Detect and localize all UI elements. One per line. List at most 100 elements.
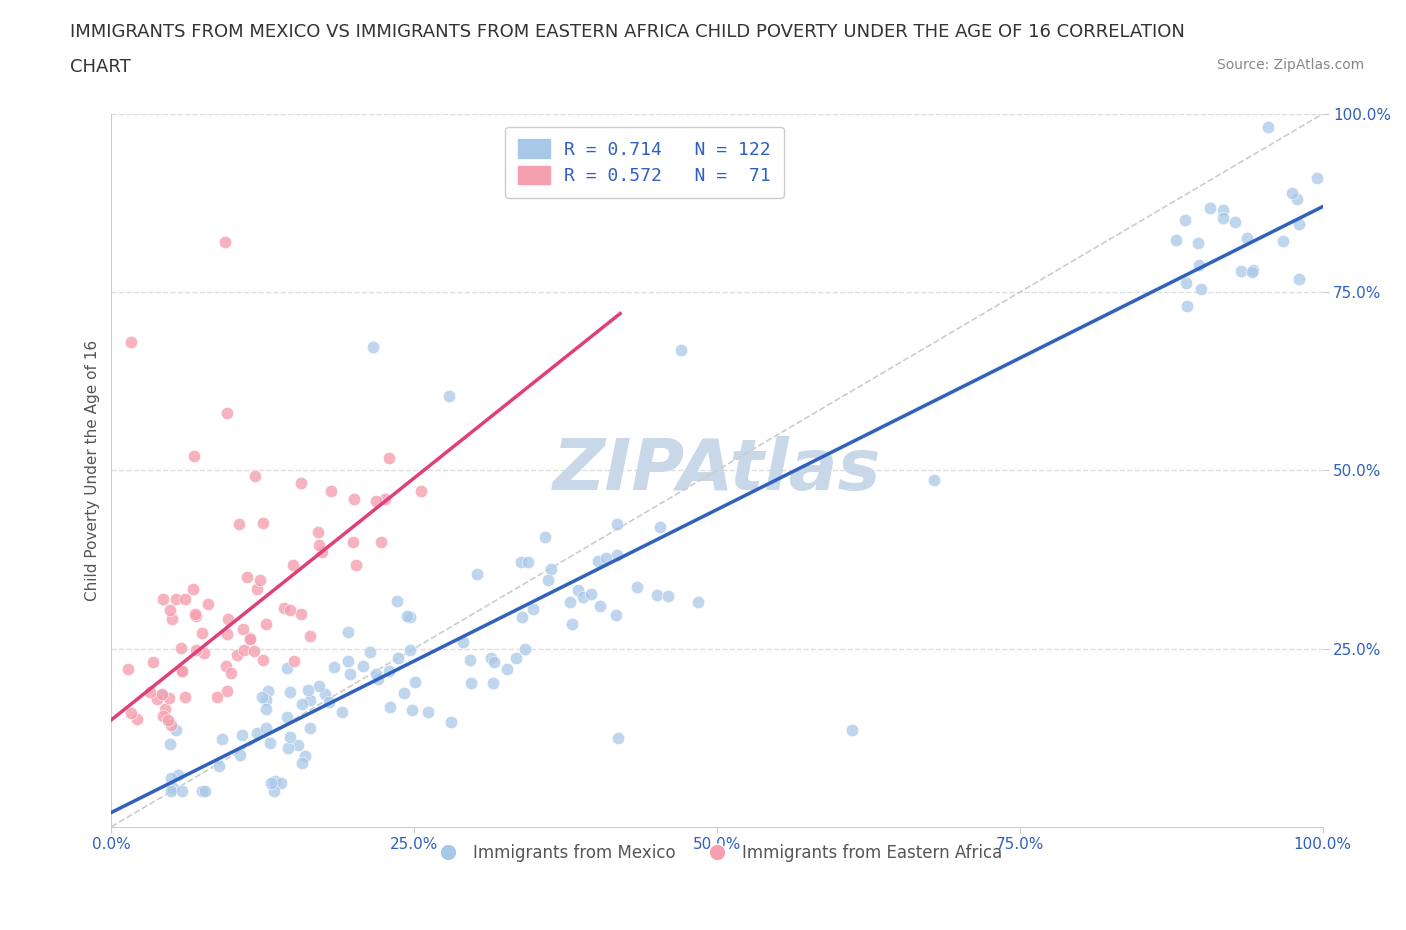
Point [394, 686, 416, 701]
Point [167, 767, 190, 782]
Point [1225, 215, 1247, 230]
Point [561, 617, 583, 631]
Point [125, 711, 148, 726]
Point [364, 493, 387, 508]
Point [671, 342, 693, 357]
Point [657, 589, 679, 604]
Point [173, 591, 195, 606]
Point [537, 572, 560, 587]
Point [1236, 231, 1258, 246]
Point [1257, 119, 1279, 134]
Point [211, 732, 233, 747]
Point [626, 579, 648, 594]
Point [162, 780, 184, 795]
Point [398, 643, 420, 658]
Point [276, 710, 298, 724]
Point [277, 741, 299, 756]
Point [239, 631, 262, 646]
Text: ZIPAtlas: ZIPAtlas [553, 436, 882, 505]
Point [186, 643, 208, 658]
Point [440, 715, 463, 730]
Point [344, 558, 367, 573]
Point [252, 652, 274, 667]
Point [214, 235, 236, 250]
Point [361, 339, 384, 354]
Point [367, 671, 389, 686]
Point [298, 693, 321, 708]
Point [181, 581, 204, 596]
Point [157, 712, 180, 727]
Point [260, 776, 283, 790]
Point [318, 695, 340, 710]
Point [215, 684, 238, 698]
Point [283, 558, 305, 573]
Point [395, 609, 418, 624]
Point [513, 642, 536, 657]
Point [534, 530, 557, 545]
Point [496, 662, 519, 677]
Point [922, 472, 945, 487]
Point [142, 654, 165, 669]
Point [215, 658, 238, 673]
Text: Source: ZipAtlas.com: Source: ZipAtlas.com [1216, 58, 1364, 72]
Point [458, 652, 481, 667]
Point [276, 660, 298, 675]
Point [152, 709, 174, 724]
Point [1243, 262, 1265, 277]
Point [239, 631, 262, 645]
Point [841, 723, 863, 737]
Point [1241, 265, 1264, 280]
Point [378, 663, 401, 678]
Point [172, 664, 194, 679]
Point [139, 684, 162, 699]
Point [308, 538, 330, 552]
Point [294, 749, 316, 764]
Point [336, 654, 359, 669]
Point [152, 686, 174, 701]
Point [243, 468, 266, 483]
Point [197, 596, 219, 611]
Point [359, 644, 381, 659]
Point [1174, 275, 1197, 290]
Point [385, 594, 408, 609]
Point [1285, 192, 1308, 206]
Point [688, 594, 710, 609]
Point [219, 666, 242, 681]
Point [208, 759, 231, 774]
Y-axis label: Child Poverty Under the Age of 16: Child Poverty Under the Age of 16 [86, 339, 100, 601]
Text: CHART: CHART [70, 58, 131, 75]
Point [160, 784, 183, 799]
Point [1175, 299, 1198, 313]
Point [460, 675, 482, 690]
Point [236, 569, 259, 584]
Point [451, 634, 474, 649]
Point [579, 587, 602, 602]
Point [159, 717, 181, 732]
Point [311, 545, 333, 560]
Point [120, 335, 142, 350]
Point [205, 690, 228, 705]
Point [401, 703, 423, 718]
Point [283, 653, 305, 668]
Point [522, 602, 544, 617]
Point [343, 491, 366, 506]
Point [482, 654, 505, 669]
Point [191, 784, 214, 799]
Point [378, 451, 401, 466]
Point [605, 607, 627, 622]
Point [297, 683, 319, 698]
Point [418, 704, 440, 719]
Point [1166, 232, 1188, 247]
Point [1288, 216, 1310, 231]
Point [595, 550, 617, 565]
Point [150, 687, 173, 702]
Point [509, 554, 531, 569]
Point [194, 784, 217, 799]
Text: IMMIGRANTS FROM MEXICO VS IMMIGRANTS FROM EASTERN AFRICA CHILD POVERTY UNDER THE: IMMIGRANTS FROM MEXICO VS IMMIGRANTS FRO… [70, 23, 1185, 41]
Point [645, 588, 668, 603]
Point [165, 591, 187, 606]
Point [1189, 281, 1212, 296]
Point [1281, 186, 1303, 201]
Point [165, 723, 187, 737]
Point [229, 748, 252, 763]
